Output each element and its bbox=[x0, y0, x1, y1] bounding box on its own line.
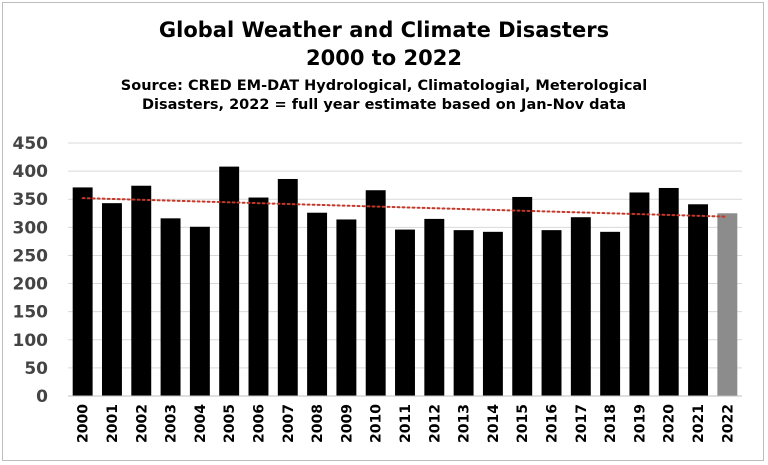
x-tick-label: 2003 bbox=[164, 404, 180, 443]
chart-subtitle-line-1: Source: CRED EM-DAT Hydrological, Climat… bbox=[120, 78, 648, 94]
x-tick-label: 2013 bbox=[457, 404, 473, 443]
x-tick-label: 2020 bbox=[662, 404, 678, 443]
x-tick-label: 2022 bbox=[720, 404, 736, 443]
y-tick-label: 350 bbox=[13, 190, 49, 210]
x-tick-label: 2001 bbox=[105, 404, 121, 443]
bar-2001 bbox=[101, 203, 122, 396]
bar-2012 bbox=[424, 218, 445, 396]
y-tick-label: 50 bbox=[24, 359, 48, 379]
x-tick-label: 2009 bbox=[339, 404, 355, 443]
x-tick-label: 2008 bbox=[310, 404, 326, 443]
bar-2007 bbox=[277, 178, 298, 396]
y-tick-label: 450 bbox=[13, 134, 49, 154]
x-tick-label: 2014 bbox=[486, 404, 502, 443]
bar-2020 bbox=[658, 187, 679, 396]
bar-2018 bbox=[600, 231, 621, 396]
bar-2003 bbox=[160, 218, 181, 396]
bar-2014 bbox=[482, 231, 503, 396]
x-tick-label: 2015 bbox=[515, 404, 531, 443]
bar-2009 bbox=[336, 219, 357, 396]
y-tick-label: 200 bbox=[13, 275, 49, 295]
y-tick-label: 150 bbox=[13, 303, 49, 323]
bar-2013 bbox=[453, 230, 474, 396]
bar-2021 bbox=[688, 204, 709, 396]
y-tick-label: 250 bbox=[13, 246, 49, 266]
bar-2011 bbox=[395, 229, 415, 396]
bar-2002 bbox=[131, 185, 152, 396]
bar-2004 bbox=[189, 226, 210, 396]
x-tick-label: 2019 bbox=[632, 404, 648, 443]
y-tick-label: 100 bbox=[13, 331, 49, 351]
x-tick-label: 2004 bbox=[193, 404, 209, 443]
bar-2022 bbox=[717, 213, 738, 396]
bar-2006 bbox=[248, 197, 269, 396]
bar-2010 bbox=[365, 190, 386, 396]
x-tick-label: 2016 bbox=[545, 404, 561, 443]
bar-2016 bbox=[541, 230, 562, 396]
x-tick-label: 2006 bbox=[251, 404, 267, 443]
x-tick-label: 2021 bbox=[691, 404, 707, 443]
bar-2005 bbox=[219, 166, 240, 396]
y-tick-label: 0 bbox=[36, 387, 48, 407]
chart-title-line-2: 2000 to 2022 bbox=[306, 46, 462, 70]
chart-subtitle-line-2: Disasters, 2022 = full year estimate bas… bbox=[141, 97, 627, 113]
trendline bbox=[81, 197, 729, 218]
x-tick-label: 2011 bbox=[398, 404, 414, 443]
bar-2015 bbox=[512, 196, 533, 396]
bar-2008 bbox=[307, 212, 328, 396]
y-tick-label: 300 bbox=[13, 218, 49, 238]
chart-title: Global Weather and Climate Disasters bbox=[158, 18, 610, 42]
x-tick-label: 2005 bbox=[222, 404, 238, 443]
bar-2019 bbox=[629, 192, 650, 396]
bar-2000 bbox=[72, 187, 93, 396]
x-tick-label: 2000 bbox=[76, 404, 92, 443]
x-tick-label: 2007 bbox=[281, 404, 297, 443]
x-tick-label: 2010 bbox=[369, 404, 385, 443]
x-tick-label: 2017 bbox=[574, 404, 590, 443]
bar-2017 bbox=[570, 217, 591, 396]
x-tick-label: 2018 bbox=[603, 404, 619, 443]
x-tick-label: 2002 bbox=[134, 404, 150, 443]
x-tick-label: 2012 bbox=[427, 404, 443, 443]
y-tick-label: 400 bbox=[13, 162, 49, 182]
